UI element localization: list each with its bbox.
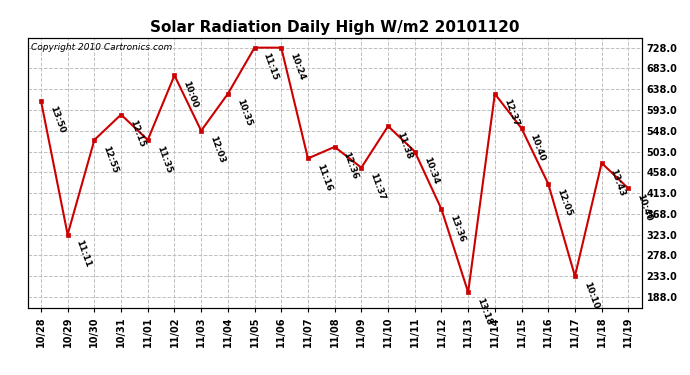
Text: 12:37: 12:37 bbox=[502, 98, 520, 128]
Text: 10:40: 10:40 bbox=[635, 193, 653, 222]
Text: 12:15: 12:15 bbox=[128, 119, 146, 149]
Text: 12:03: 12:03 bbox=[208, 135, 226, 165]
Text: 11:35: 11:35 bbox=[155, 144, 173, 174]
Text: 11:38: 11:38 bbox=[395, 130, 413, 160]
Text: 13:36: 13:36 bbox=[448, 213, 466, 243]
Text: 13:50: 13:50 bbox=[48, 105, 66, 135]
Text: Copyright 2010 Cartronics.com: Copyright 2010 Cartronics.com bbox=[30, 43, 172, 52]
Text: 12:55: 12:55 bbox=[101, 144, 119, 174]
Text: 10:34: 10:34 bbox=[422, 156, 440, 186]
Text: 10:10: 10:10 bbox=[582, 280, 600, 310]
Text: 12:05: 12:05 bbox=[555, 188, 573, 218]
Text: 12:36: 12:36 bbox=[342, 151, 360, 181]
Text: 10:40: 10:40 bbox=[529, 133, 546, 162]
Text: 10:35: 10:35 bbox=[235, 98, 253, 128]
Text: 13:18: 13:18 bbox=[475, 296, 493, 326]
Text: 10:24: 10:24 bbox=[288, 52, 306, 82]
Text: 11:15: 11:15 bbox=[262, 52, 279, 82]
Text: 11:11: 11:11 bbox=[75, 239, 93, 269]
Text: 11:37: 11:37 bbox=[368, 172, 386, 202]
Title: Solar Radiation Daily High W/m2 20101120: Solar Radiation Daily High W/m2 20101120 bbox=[150, 20, 520, 35]
Text: 10:00: 10:00 bbox=[181, 80, 199, 109]
Text: 11:16: 11:16 bbox=[315, 163, 333, 193]
Text: 13:43: 13:43 bbox=[609, 167, 627, 197]
